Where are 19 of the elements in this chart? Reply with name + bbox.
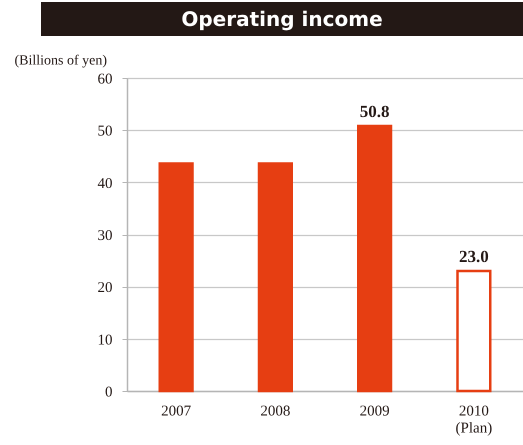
bar [158,162,194,392]
data-label: 23.0 [458,247,489,266]
bar [258,162,293,392]
x-tick-label: 2008 [260,404,290,420]
y-tick-label: 10 [98,332,112,348]
x-tick-label: 2010 (Plan) [456,404,492,436]
y-tick-label: 50 [98,124,112,140]
data-label: 50.8 [360,102,390,121]
y-tick-label: 20 [98,280,112,296]
y-axis-title: (Billions of yen) [14,54,108,68]
bar [456,270,492,392]
chart-title: Operating income [41,2,523,36]
y-tick-label: 40 [98,176,112,192]
bar [357,124,392,392]
y-tick-label: 60 [98,72,112,88]
x-tick-label: 2009 [360,404,390,420]
y-tick-label: 0 [105,384,112,400]
y-tick-label: 30 [98,228,112,244]
x-tick-label: 2007 [161,404,192,420]
